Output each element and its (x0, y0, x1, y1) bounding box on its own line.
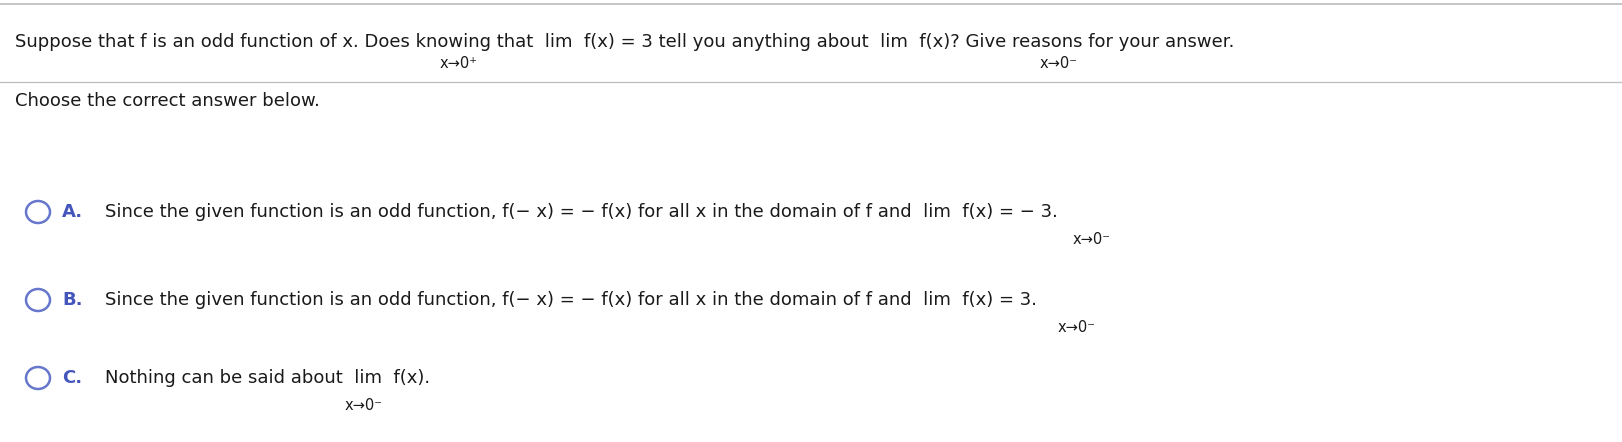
Text: Nothing can be said about  lim  f(x).: Nothing can be said about lim f(x). (105, 369, 430, 387)
Text: Suppose that f is an odd function of x. Does knowing that  lim  f(x) = 3 tell yo: Suppose that f is an odd function of x. … (15, 33, 1234, 51)
Text: x→0⁻: x→0⁻ (345, 398, 383, 413)
Text: x→0⁻: x→0⁻ (1058, 320, 1096, 335)
Text: A.: A. (62, 203, 83, 221)
Text: x→0⁻: x→0⁻ (1074, 232, 1111, 247)
Text: Choose the correct answer below.: Choose the correct answer below. (15, 92, 320, 110)
Text: B.: B. (62, 291, 83, 309)
Text: Since the given function is an odd function, f(− x) = − f(x) for all x in the do: Since the given function is an odd funct… (105, 291, 1036, 309)
Text: x→0⁻: x→0⁻ (1040, 56, 1079, 71)
Text: x→0⁺: x→0⁺ (440, 56, 478, 71)
Text: C.: C. (62, 369, 83, 387)
Text: Since the given function is an odd function, f(− x) = − f(x) for all x in the do: Since the given function is an odd funct… (105, 203, 1058, 221)
